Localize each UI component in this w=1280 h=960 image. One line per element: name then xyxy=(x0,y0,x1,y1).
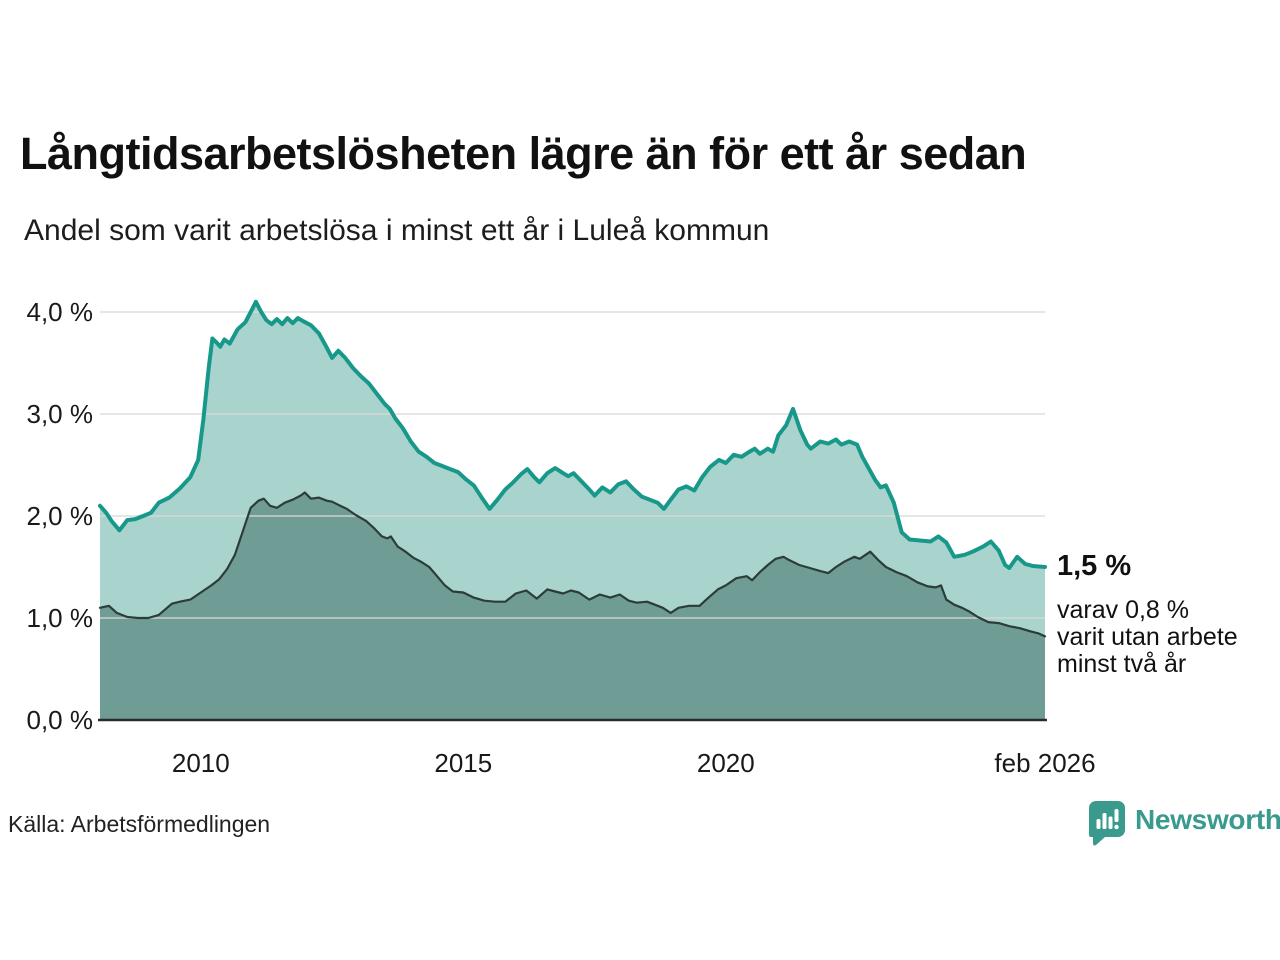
source-note: Källa: Arbetsförmedlingen xyxy=(8,811,271,837)
x-axis-label: 2015 xyxy=(434,748,493,778)
brand-logo: Newsworthy xyxy=(1088,800,1280,850)
y-axis-label: 2,0 % xyxy=(26,501,94,531)
x-axis-label: 2020 xyxy=(696,748,755,778)
chart-subtitle: Andel som varit arbetslösa i minst ett å… xyxy=(24,214,770,247)
brand-name: Newsworthy xyxy=(1135,804,1280,835)
end-value-sublabel: varav 0,8 % varit utan arbete minst två … xyxy=(1057,597,1238,678)
page-title: Långtidsarbetslösheten lägre än för ett … xyxy=(20,128,1027,179)
y-axis-label: 1,0 % xyxy=(26,603,94,633)
annotation-line: varit utan arbete xyxy=(1057,623,1238,651)
annotation-line: varav 0,8 % xyxy=(1057,596,1190,624)
end-value-label: 1,5 % xyxy=(1057,550,1132,582)
annotation-line: minst två år xyxy=(1057,650,1187,678)
bar-chart-speech-bubble-icon xyxy=(1089,801,1125,846)
x-axis-label: feb 2026 xyxy=(994,748,1096,778)
x-axis-label: 2010 xyxy=(171,748,230,778)
y-axis-label: 0,0 % xyxy=(26,705,94,735)
y-axis-label: 3,0 % xyxy=(26,399,94,429)
y-axis-label: 4,0 % xyxy=(26,297,94,327)
